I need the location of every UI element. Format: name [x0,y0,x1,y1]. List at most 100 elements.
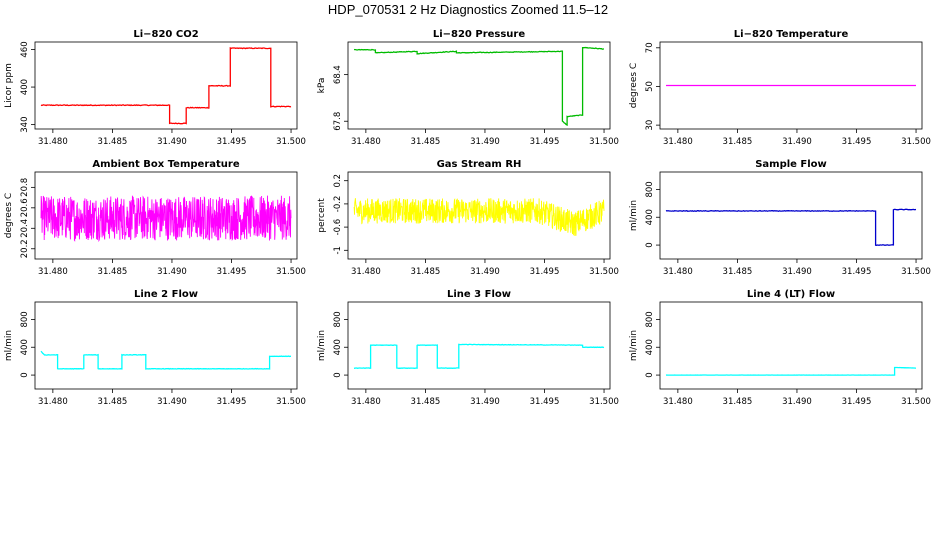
y-axis-label: ml/min [317,330,327,361]
x-tick-label: 31.500 [901,267,931,277]
y-tick-label: 30 [645,120,655,131]
y-tick-label: 800 [333,311,343,327]
series-line [353,198,605,236]
y-tick-label: 800 [645,181,655,197]
x-tick-label: 31.500 [901,397,931,407]
y-tick-label: 0 [645,372,655,377]
plot-frame [659,171,923,260]
x-tick-label: 31.495 [842,397,872,407]
panel-title: Ambient Box Temperature [92,159,239,170]
x-tick-label: 31.500 [589,137,619,147]
plot-frame [34,171,298,260]
x-tick-label: 31.480 [351,397,381,407]
x-tick-label: 31.480 [38,267,68,277]
panel-2: Li−820 Temperature degrees C 30 50 70 31.480 3… [629,29,931,147]
series-line [353,343,605,369]
panel-6: Line 2 Flow ml/min 0 400 800 31.480 31.485 31.4… [4,289,306,407]
x-tick-label: 31.500 [901,137,931,147]
x-tick-label: 31.495 [530,137,560,147]
x-tick-label: 31.490 [470,397,500,407]
panel-title: Line 2 Flow [134,289,198,300]
plot-frame [34,301,298,390]
x-tick-label: 31.495 [842,267,872,277]
panel-5: Sample Flow ml/min 0 400 800 31.480 31.485 31.4… [629,159,931,277]
y-axis-label: degrees C [4,193,14,238]
y-tick-label: 800 [645,311,655,327]
series-line [40,350,291,370]
panel-4: Gas Stream RH percent -1 -0.6 -0.2 0.2 31.480 3… [317,159,619,277]
y-tick-label: 400 [645,209,655,225]
plot-frame [347,301,611,390]
panel-title: Gas Stream RH [437,159,522,170]
panel-1: Li−820 Pressure kPa 67.8 68.4 31.480 31.485 31… [317,29,619,147]
plot-frame [659,41,923,130]
y-tick-label: 400 [645,339,655,355]
x-tick-label: 31.495 [530,397,560,407]
x-tick-label: 31.490 [782,137,812,147]
x-tick-label: 31.500 [276,267,306,277]
y-axis-label: kPa [317,78,327,94]
x-tick-label: 31.495 [217,267,247,277]
panel-3: Ambient Box Temperature degrees C 20.220.4… [4,159,306,277]
y-tick-label: 20.6 [20,198,30,217]
x-tick-label: 31.485 [723,137,753,147]
series-line [665,366,916,376]
x-tick-label: 31.485 [411,137,441,147]
series-line [665,208,917,246]
plot-frame [347,171,611,260]
panel-title: Line 4 (LT) Flow [747,289,835,300]
x-tick-label: 31.480 [38,137,68,147]
y-tick-label: -0.6 [333,219,343,236]
y-axis-label: ml/min [629,200,639,231]
x-tick-label: 31.500 [276,397,306,407]
series-line [40,46,292,125]
x-tick-label: 31.490 [470,267,500,277]
x-tick-label: 31.480 [663,267,693,277]
x-tick-label: 31.495 [217,137,247,147]
x-tick-label: 31.480 [351,137,381,147]
x-tick-label: 31.500 [276,137,306,147]
y-tick-label: 400 [20,79,30,95]
panel-0: Li−820 CO2 Licor ppm 340 400 460 31.480 31.485… [4,29,306,147]
x-tick-label: 31.485 [98,137,128,147]
figure-title: HDP_070531 2 Hz Diagnostics Zoomed 11.5–… [327,2,609,17]
y-tick-label: 460 [20,41,30,57]
x-tick-label: 31.485 [98,397,128,407]
x-tick-label: 31.490 [470,137,500,147]
panel-8: Line 4 (LT) Flow ml/min 0 400 800 31.480 31.48… [629,289,931,407]
y-tick-label: 0 [333,372,343,377]
y-axis-label: Licor ppm [4,63,14,108]
panel-title: Li−820 CO2 [133,29,198,40]
x-tick-label: 31.480 [663,397,693,407]
y-tick-label: 68.4 [333,65,343,84]
x-tick-label: 31.490 [157,267,187,277]
y-tick-label: 50 [645,81,655,92]
panel-7: Line 3 Flow ml/min 0 400 800 31.480 31.485 31.4… [317,289,619,407]
x-tick-label: 31.495 [530,267,560,277]
y-axis-label: percent [317,198,327,233]
y-tick-label: 0 [645,242,655,247]
y-tick-label: 0 [20,372,30,377]
y-tick-label: 20.4 [20,219,30,238]
x-tick-label: 31.490 [782,397,812,407]
x-tick-label: 31.485 [723,267,753,277]
y-tick-label: 70 [645,42,655,53]
plot-frame [659,301,923,390]
x-tick-label: 31.490 [157,397,187,407]
x-tick-label: 31.495 [842,137,872,147]
series-line [40,195,292,243]
y-tick-label: -0.2 [333,196,343,213]
x-tick-label: 31.485 [411,397,441,407]
y-tick-label: 20.8 [20,178,30,197]
y-tick-label: 800 [20,311,30,327]
y-tick-label: 340 [20,117,30,133]
x-tick-label: 31.485 [723,397,753,407]
x-tick-label: 31.500 [589,267,619,277]
y-tick-label: 20.2 [20,239,30,258]
y-tick-label: 400 [333,339,343,355]
x-tick-label: 31.490 [782,267,812,277]
y-tick-label: 0.2 [333,174,343,188]
y-tick-label: 67.8 [333,112,343,131]
x-tick-label: 31.485 [411,267,441,277]
